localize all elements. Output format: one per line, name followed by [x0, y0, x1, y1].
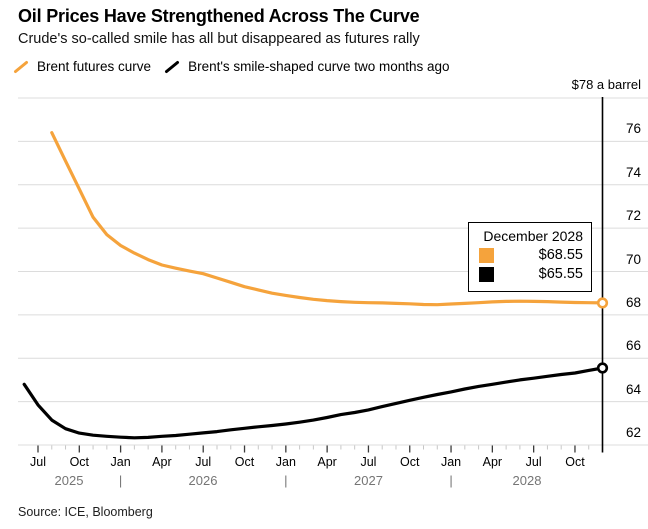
x-tick-label: Jan [275, 455, 296, 469]
year-separator: | [118, 473, 123, 488]
x-tick-label: Jul [360, 455, 377, 469]
year-label: 2027 [354, 473, 383, 488]
y-tick-label: 68 [625, 294, 641, 310]
x-tick-label: Apr [317, 455, 337, 469]
tooltip-title: December 2028 [483, 228, 583, 244]
year-separator: | [284, 473, 288, 488]
year-label: 2026 [188, 473, 218, 488]
x-tick-label: Jul [30, 455, 46, 469]
black-slash-icon [164, 60, 180, 74]
data-tooltip: December 2028 $68.55 $65.55 [468, 222, 592, 292]
page-title: Oil Prices Have Strengthened Across The … [18, 6, 420, 26]
series-endpoint-marker-brent-smile [596, 362, 609, 374]
y-tick-label: 62 [625, 425, 641, 440]
x-tick-label: Oct [565, 455, 585, 469]
y-tick-label: 70 [625, 251, 641, 267]
series-line-brent-smile [22, 366, 605, 440]
source-attribution: Source: ICE, Bloomberg [18, 505, 153, 519]
x-tick-label: Jan [440, 455, 462, 469]
year-label: 2028 [512, 473, 542, 488]
year-label: 2025 [54, 473, 84, 488]
legend-label: Brent's smile-shaped curve two months ag… [188, 59, 450, 74]
y-tick-label: 64 [625, 381, 641, 397]
series-line-brent-futures [50, 131, 605, 307]
y-axis-unit-label: $78 a barrel [571, 77, 641, 92]
tooltip-row: $68.55 [479, 247, 583, 263]
y-tick-label: 72 [625, 208, 641, 224]
x-tick-label: Jan [110, 455, 131, 469]
series-endpoint-marker-brent-futures [596, 297, 609, 309]
x-tick-label: Jul [525, 455, 542, 469]
tooltip-value: $68.55 [538, 247, 583, 263]
legend-item-brent-smile: Brent's smile-shaped curve two months ag… [164, 59, 450, 74]
orange-swatch-icon [479, 247, 494, 263]
legend-label: Brent futures curve [37, 59, 152, 74]
tooltip-row: $65.55 [479, 266, 583, 282]
x-tick-label: Oct [69, 455, 90, 469]
y-tick-label: 66 [625, 338, 641, 354]
legend: Brent futures curve Brent's smile-shaped… [13, 59, 450, 74]
orange-slash-icon [13, 60, 29, 74]
x-tick-label: Apr [482, 455, 503, 469]
x-tick-label: Apr [152, 455, 172, 469]
y-tick-label: 76 [625, 121, 641, 137]
x-tick-label: Jul [195, 455, 212, 469]
chart-subtitle: Crude's so-called smile has all but disa… [18, 31, 420, 47]
year-separator: | [449, 473, 453, 488]
x-tick-label: Oct [400, 455, 420, 469]
x-tick-label: Oct [234, 455, 255, 469]
y-tick-label: 74 [625, 164, 641, 180]
black-swatch-icon [479, 266, 494, 282]
legend-item-brent-futures: Brent futures curve [13, 59, 151, 74]
tooltip-value: $65.55 [538, 266, 583, 282]
